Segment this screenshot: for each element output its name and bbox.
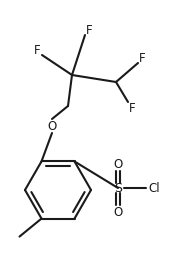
Text: F: F [129, 102, 135, 115]
Text: F: F [34, 43, 40, 56]
Text: S: S [114, 182, 122, 195]
Text: Cl: Cl [148, 182, 160, 195]
Text: F: F [86, 24, 92, 37]
Text: F: F [139, 52, 145, 65]
Text: O: O [113, 205, 123, 218]
Text: O: O [113, 157, 123, 170]
Text: O: O [47, 119, 57, 133]
